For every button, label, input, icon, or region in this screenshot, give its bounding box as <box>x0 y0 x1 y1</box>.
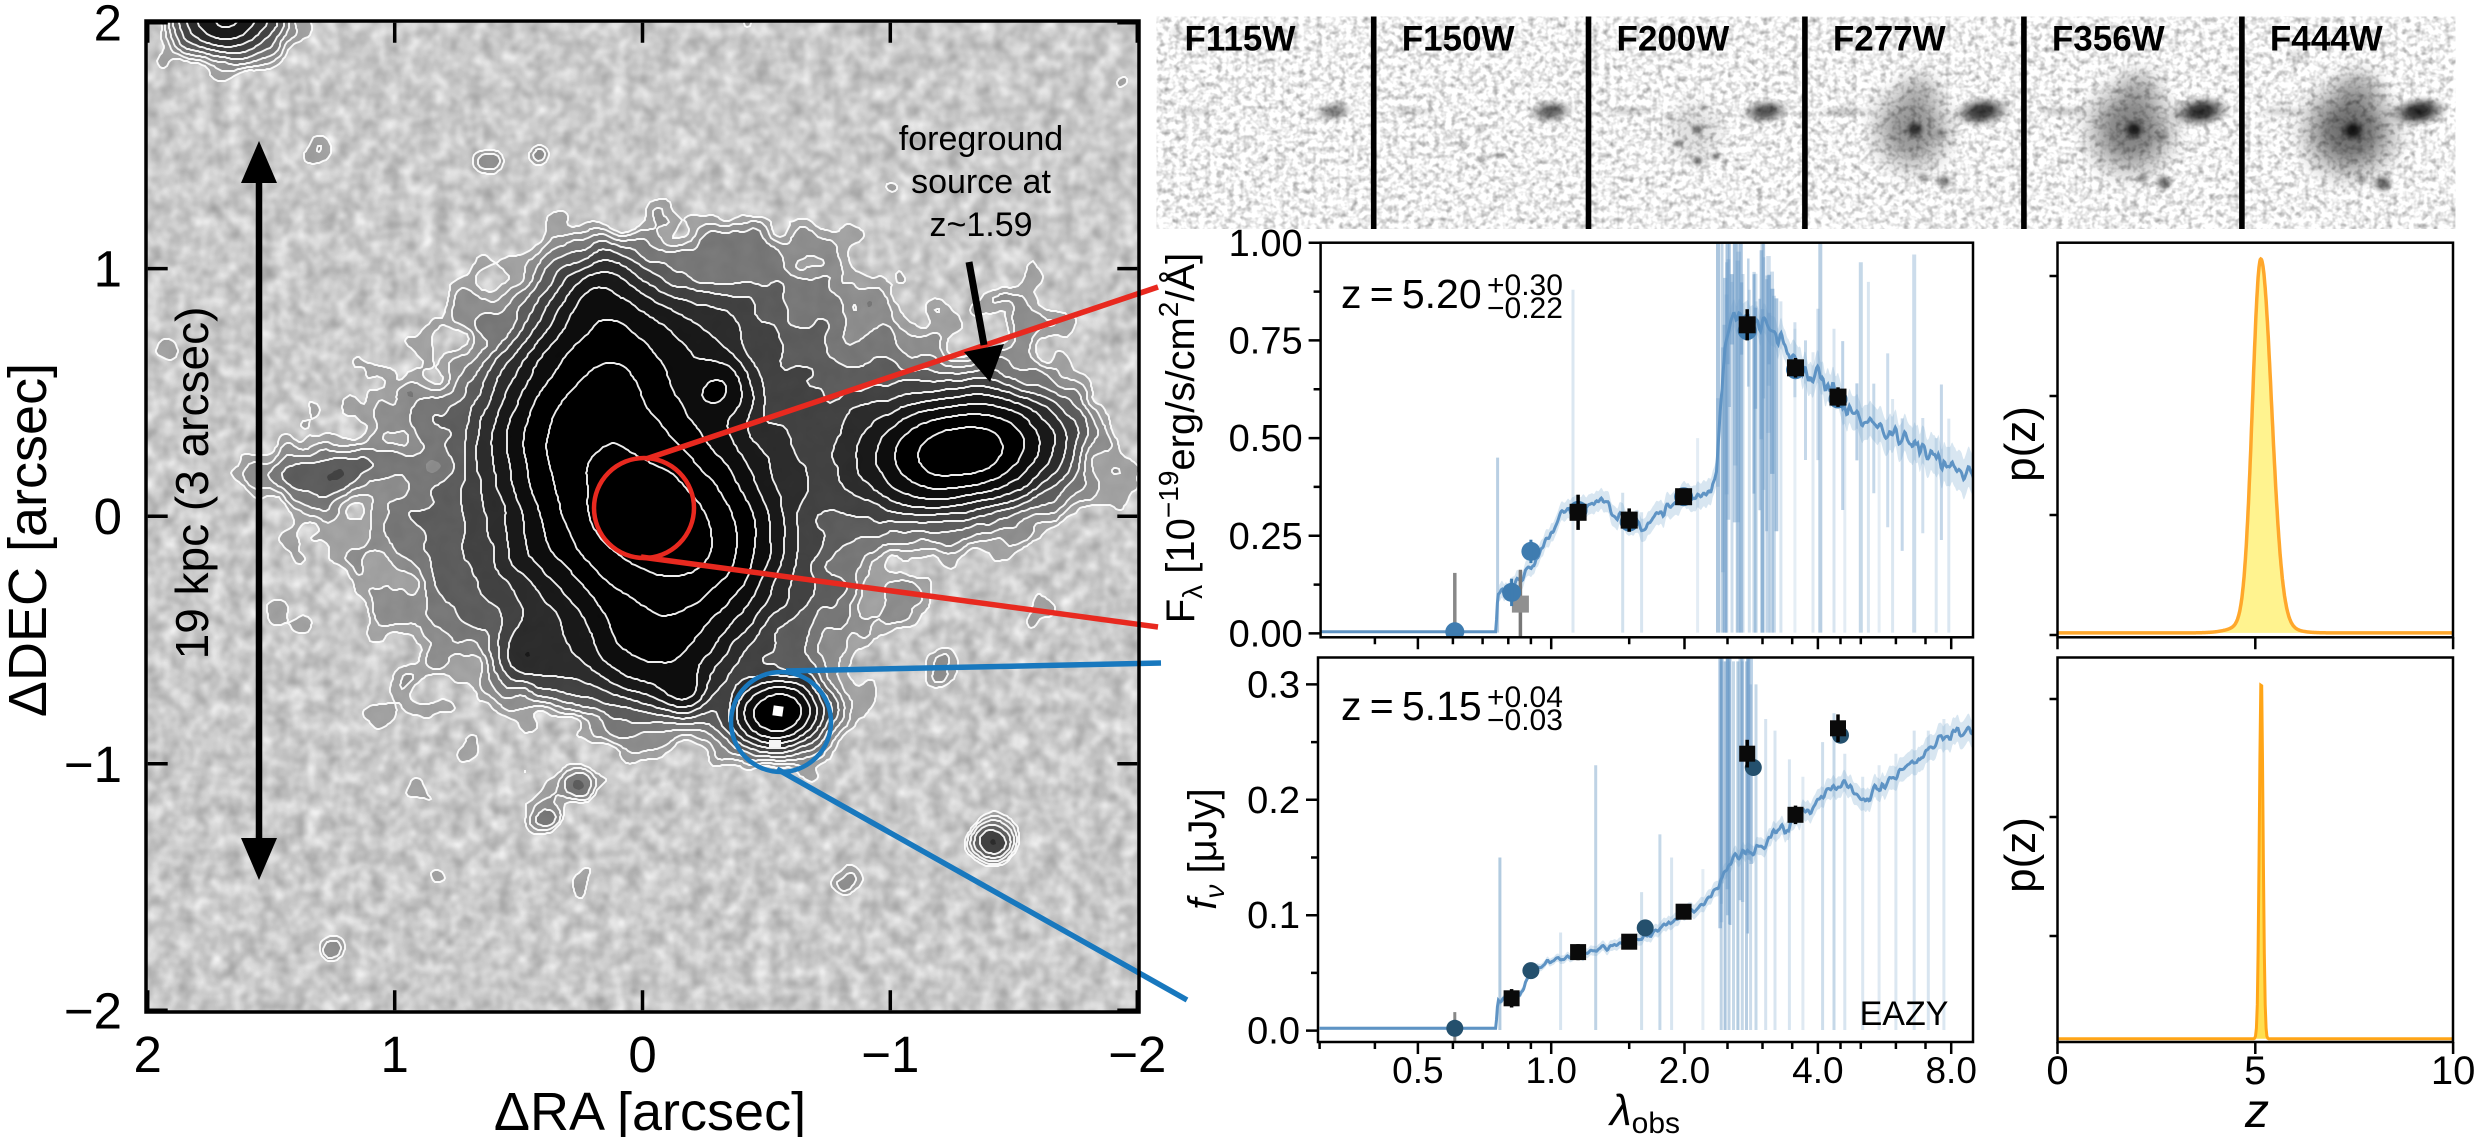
svg-text:−1: −1 <box>861 1026 919 1083</box>
svg-text:2: 2 <box>94 0 122 52</box>
svg-text:−2: −2 <box>1108 1026 1166 1083</box>
svg-text:−0.03: −0.03 <box>1487 704 1563 737</box>
svg-text:z = 5.15: z = 5.15 <box>1341 683 1482 729</box>
svg-text:5: 5 <box>2244 1049 2266 1093</box>
svg-text:0.75: 0.75 <box>1229 320 1303 362</box>
svg-text:8.0: 8.0 <box>1925 1050 1976 1091</box>
svg-text:F277W: F277W <box>1833 20 1946 59</box>
svg-text:0.2: 0.2 <box>1247 780 1300 822</box>
svg-text:0: 0 <box>2046 1049 2068 1093</box>
svg-text:0.3: 0.3 <box>1247 664 1300 706</box>
svg-text:2.0: 2.0 <box>1659 1050 1710 1091</box>
svg-text:1.0: 1.0 <box>1525 1050 1576 1091</box>
svg-text:EAZY: EAZY <box>1860 995 1949 1033</box>
svg-text:p(z): p(z) <box>1996 817 2045 893</box>
svg-text:ΔRA [arcsec]: ΔRA [arcsec] <box>494 1082 806 1137</box>
svg-text:−2: −2 <box>64 982 122 1039</box>
svg-text:p(z): p(z) <box>1996 406 2045 482</box>
svg-text:0.5: 0.5 <box>1392 1050 1443 1091</box>
svg-text:F115W: F115W <box>1185 20 1296 59</box>
svg-text:−0.22: −0.22 <box>1487 292 1563 325</box>
svg-text:2: 2 <box>134 1026 162 1083</box>
svg-text:−1: −1 <box>64 736 122 793</box>
svg-text:0.0: 0.0 <box>1247 1011 1300 1053</box>
svg-text:foreground: foreground <box>899 120 1063 158</box>
svg-text:F200W: F200W <box>1617 20 1730 59</box>
svg-text:F444W: F444W <box>2270 20 2383 59</box>
svg-text:19 kpc (3 arcsec): 19 kpc (3 arcsec) <box>166 307 218 660</box>
svg-text:0: 0 <box>94 488 122 545</box>
svg-text:10: 10 <box>2431 1049 2476 1093</box>
svg-text:0.1: 0.1 <box>1247 895 1300 937</box>
svg-text:λobs: λobs <box>1608 1086 1680 1137</box>
svg-text:ΔDEC [arcsec]: ΔDEC [arcsec] <box>0 363 58 717</box>
svg-text:z: z <box>2244 1085 2269 1137</box>
svg-text:4.0: 4.0 <box>1792 1050 1843 1091</box>
svg-text:0.00: 0.00 <box>1229 613 1303 655</box>
svg-text:z = 5.20: z = 5.20 <box>1341 271 1482 317</box>
svg-text:source at: source at <box>911 163 1051 201</box>
svg-text:F150W: F150W <box>1402 20 1515 59</box>
svg-text:z~1.59: z~1.59 <box>929 206 1032 244</box>
svg-text:1.00: 1.00 <box>1229 223 1303 265</box>
svg-text:+0.04: +0.04 <box>1487 681 1563 714</box>
svg-text:Fλ [10−19erg/s/cm2/Å]: Fλ [10−19erg/s/cm2/Å] <box>1153 253 1208 624</box>
svg-text:0: 0 <box>628 1026 656 1083</box>
svg-text:0.25: 0.25 <box>1229 516 1303 558</box>
svg-text:1: 1 <box>381 1026 409 1083</box>
svg-text:1: 1 <box>94 241 122 298</box>
svg-text:0.50: 0.50 <box>1229 418 1303 460</box>
svg-text:F356W: F356W <box>2052 20 2165 59</box>
svg-text:+0.30: +0.30 <box>1487 269 1563 302</box>
